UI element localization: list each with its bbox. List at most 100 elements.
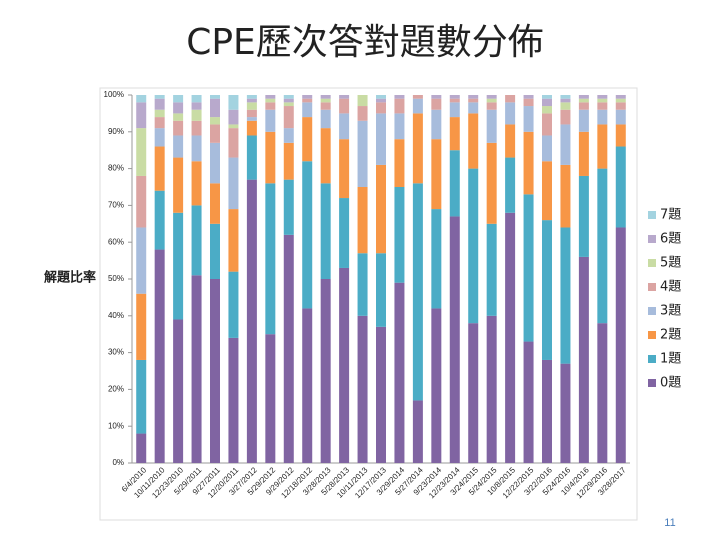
legend-label: 4題 [660, 280, 681, 295]
bar-segment [136, 95, 147, 103]
bar-segment [339, 98, 350, 114]
bar-segment [412, 98, 423, 114]
bar-segment [542, 95, 552, 99]
bar-segment [302, 117, 313, 162]
legend-swatch [648, 355, 656, 363]
legend-swatch [648, 211, 656, 219]
bar-segment [505, 102, 516, 125]
bar-segment [431, 209, 442, 309]
bar-segment [578, 98, 589, 103]
bar-segment [449, 216, 460, 463]
bar-segment [246, 117, 257, 121]
bar-segment [597, 95, 608, 99]
bar-segment [210, 279, 220, 463]
bar-segment [376, 102, 386, 114]
y-axis-label: 解題比率 [43, 270, 96, 286]
bar-segment [523, 131, 534, 195]
bar-segment [615, 109, 626, 125]
bar-segment [578, 109, 589, 132]
bar-segment [246, 98, 257, 103]
bar-segment [154, 98, 165, 110]
bar-segment [191, 95, 202, 103]
bar-segment [486, 109, 497, 143]
bar-segment [154, 95, 165, 99]
bar-segment [320, 279, 331, 463]
bar-segment [228, 109, 239, 125]
legend-label: 7題 [660, 208, 681, 223]
bar-segment [173, 157, 184, 213]
legend-label: 1題 [660, 352, 681, 367]
bar-segment [394, 187, 405, 283]
bar-segment [560, 124, 571, 165]
bar-segment [560, 109, 571, 125]
bar-segment [523, 106, 534, 132]
bar-segment [376, 164, 386, 254]
bar-segment [357, 253, 368, 316]
legend-label: 5題 [660, 256, 681, 271]
bar-segment [615, 146, 626, 228]
bar-segment [173, 113, 184, 121]
bar-segment [154, 109, 165, 118]
bar-segment [505, 212, 516, 463]
y-tick-label: 90% [108, 127, 124, 136]
bar-segment [431, 95, 442, 99]
bar-segment [431, 109, 442, 140]
bar-segment [597, 109, 608, 125]
bar-segment [542, 113, 552, 136]
bar-segment [376, 326, 386, 463]
bar-segment [542, 161, 552, 221]
bar-segment [486, 95, 497, 99]
bar-segment [468, 95, 479, 99]
bar-segment [228, 157, 239, 210]
bar-segment [302, 308, 313, 463]
bar-segment [191, 120, 202, 136]
bar-segment [339, 139, 350, 199]
bar-segment [339, 267, 350, 463]
bar-segment [523, 194, 534, 342]
bar-segment [228, 209, 239, 272]
bar-segment [228, 124, 239, 129]
bar-segment [468, 323, 479, 463]
bar-segment [449, 102, 460, 118]
bar-segment [246, 120, 257, 136]
bar-segment [154, 146, 165, 191]
bar-segment [136, 128, 147, 176]
bar-segment [136, 102, 147, 129]
bar-segment [597, 98, 608, 103]
bar-segment [615, 102, 626, 110]
bar-segment [523, 98, 534, 107]
bar-segment [210, 183, 220, 224]
bar-segment [173, 120, 184, 136]
chart-title: CPE歷次答對題數分佈 [186, 22, 544, 63]
bar-segment [283, 179, 294, 235]
y-tick-label: 40% [108, 311, 124, 320]
bar-segment [597, 323, 608, 463]
bar-segment [542, 359, 552, 463]
bar-segment [357, 106, 368, 121]
bar-segment [560, 227, 571, 364]
bar-segment [578, 256, 589, 463]
legend-swatch [648, 259, 656, 267]
bar-segment [449, 95, 460, 99]
bar-segment [283, 128, 294, 143]
bar-segment [431, 98, 442, 110]
bar-segment [560, 95, 571, 99]
bar-segment [597, 124, 608, 169]
bar-segment [523, 95, 534, 99]
bar-segment [210, 98, 220, 118]
bar-segment [578, 102, 589, 110]
y-tick-label: 80% [108, 164, 124, 173]
bar-segment [210, 95, 220, 99]
bar-segment [505, 157, 516, 213]
bar-segment [412, 183, 423, 401]
bar-segment [376, 98, 386, 103]
y-tick-label: 20% [108, 385, 124, 394]
bar-segment [283, 106, 294, 129]
bar-segment [615, 227, 626, 463]
bar-segment [210, 223, 220, 279]
legend-label: 6題 [660, 232, 681, 247]
bar-segment [173, 319, 184, 463]
bar-segment [210, 124, 220, 143]
bar-segment [210, 117, 220, 125]
